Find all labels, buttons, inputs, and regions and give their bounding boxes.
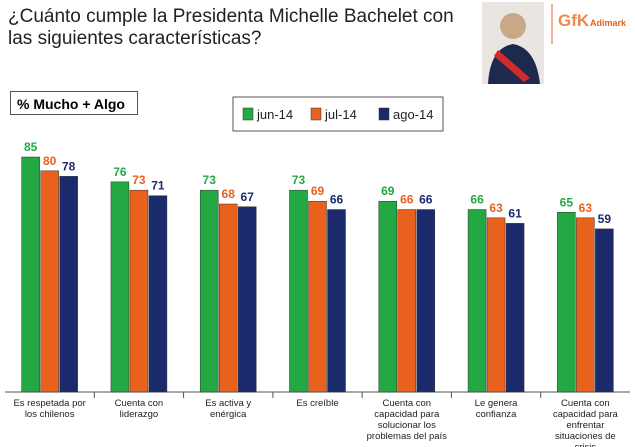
legend-swatch [378, 107, 390, 121]
photo-face [500, 13, 526, 39]
bar [505, 223, 525, 393]
bar [308, 200, 327, 393]
x-tick-label: Cuenta con liderazgo [114, 398, 164, 420]
value-label: 66 [470, 193, 484, 207]
value-label: 85 [24, 140, 38, 154]
value-label: 67 [241, 190, 255, 204]
value-label: 73 [203, 173, 217, 187]
value-label: 66 [400, 193, 414, 207]
x-tick-label: Cuenta con capacidad para enfrentar situ… [552, 398, 618, 447]
bar [378, 200, 398, 393]
legend-swatch [242, 107, 254, 121]
legend [232, 96, 444, 132]
x-tick-label: Es activa y enérgica [205, 398, 252, 420]
subtitle: % Mucho + Algo [10, 91, 138, 115]
value-label: 66 [330, 193, 344, 207]
value-label: 76 [113, 165, 127, 179]
value-label: 59 [598, 212, 612, 226]
x-tick-label: Cuenta con capacidad para solucionar los… [366, 398, 447, 442]
bar [416, 209, 436, 393]
bar [467, 209, 487, 393]
value-label: 65 [560, 195, 574, 209]
x-tick-label: Le genera confianza [474, 398, 518, 420]
bar [129, 189, 149, 393]
bar [557, 212, 576, 393]
value-label: 63 [579, 201, 593, 215]
bar [199, 189, 219, 393]
legend-label: ago-14 [393, 107, 433, 122]
value-label: 69 [311, 184, 325, 198]
bar [327, 209, 346, 393]
logo-brand: GfK [558, 11, 590, 30]
photo-sash [494, 50, 530, 82]
legend-label: jun-14 [256, 107, 293, 122]
value-label: 69 [381, 184, 395, 198]
bar [148, 195, 168, 393]
value-label: 78 [62, 159, 76, 173]
legend-swatch [310, 107, 322, 121]
value-label: 71 [151, 179, 165, 193]
value-label: 68 [222, 187, 236, 201]
x-tick-label: Es respetada por los chilenos [13, 398, 86, 420]
bar [289, 189, 308, 393]
value-label: 73 [132, 173, 146, 187]
bar [59, 176, 78, 393]
value-label: 80 [43, 154, 57, 168]
value-label: 66 [419, 193, 433, 207]
bar [237, 206, 257, 393]
bar [397, 209, 417, 393]
value-label: 73 [292, 173, 306, 187]
bar [40, 170, 59, 393]
chart-title: ¿Cuánto cumple la Presidenta Michelle Ba… [8, 6, 454, 49]
legend-label: jul-14 [324, 107, 357, 122]
x-tick-label: Es creíble [296, 398, 339, 409]
bar [486, 217, 506, 393]
bar [21, 156, 40, 393]
value-label: 63 [489, 201, 503, 215]
value-label: 61 [508, 206, 522, 220]
bar [110, 181, 130, 393]
bar [218, 203, 238, 393]
bar [576, 217, 595, 393]
bar [595, 228, 614, 393]
logo-name: Adimark [590, 18, 627, 28]
